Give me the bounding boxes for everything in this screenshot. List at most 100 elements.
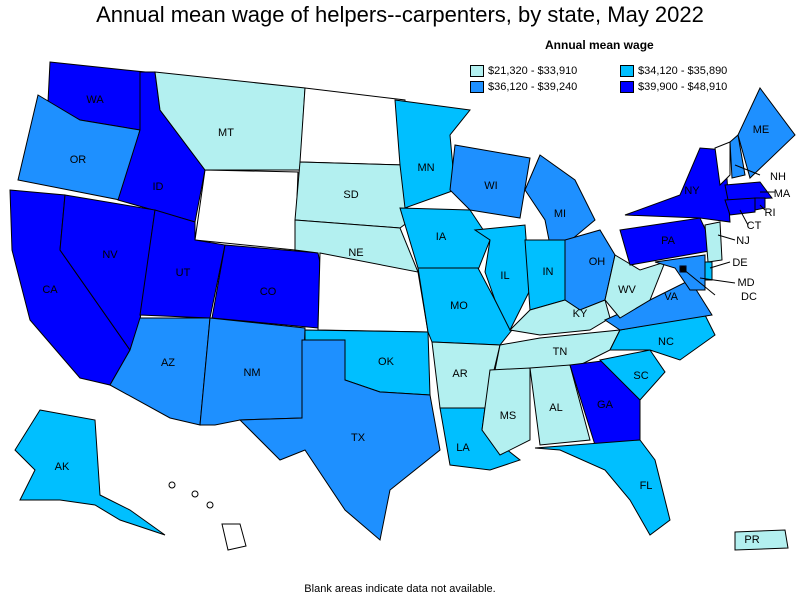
- callout-line-nj: [717, 234, 736, 241]
- state-ia: [399, 207, 491, 271]
- legend-swatch-2: [620, 65, 634, 78]
- legend-swatch-3: [470, 81, 484, 94]
- state-ny: [624, 147, 731, 223]
- legend-label-3: $36,120 - $39,240: [488, 81, 578, 93]
- callout-line-nh: [734, 164, 761, 176]
- state-vt: [714, 141, 731, 187]
- legend-swatch-4: [620, 81, 634, 94]
- state-al: [529, 364, 591, 446]
- state-label-ne: NE: [348, 247, 363, 259]
- state-label-or: OR: [70, 154, 87, 166]
- state-label-al: AL: [549, 402, 562, 414]
- callout-line-de: [709, 261, 731, 269]
- state-label-mi: MI: [554, 208, 566, 220]
- state-ct: [724, 197, 756, 216]
- state-label-tx: TX: [351, 432, 366, 444]
- state-label-nh: NH: [770, 171, 786, 183]
- state-label-me: ME: [753, 124, 770, 136]
- dc-marker: [680, 266, 686, 272]
- state-label-ct: CT: [747, 220, 762, 232]
- legend-item-1: $21,320 - $33,910: [470, 65, 578, 78]
- legend-item-2: $34,120 - $35,890: [620, 65, 728, 78]
- state-label-co: CO: [260, 286, 277, 298]
- state-sd: [294, 161, 409, 229]
- legend-label-2: $34,120 - $35,890: [638, 65, 728, 77]
- callout-lines: [680, 164, 775, 296]
- state-label-nm: NM: [243, 367, 260, 379]
- state-label-sd: SD: [343, 189, 358, 201]
- state-de: [704, 261, 713, 281]
- legend-swatch-1: [470, 65, 484, 78]
- state-label-il: IL: [500, 270, 509, 282]
- state-label-pa: PA: [661, 235, 676, 247]
- state-mt: [154, 71, 306, 171]
- state-label-md: MD: [737, 277, 754, 289]
- state-label-fl: FL: [640, 480, 653, 492]
- state-label-pr: PR: [744, 534, 759, 546]
- state-hi: [221, 523, 247, 551]
- state-me: [737, 87, 796, 179]
- state-label-ar: AR: [452, 368, 467, 380]
- callout-line-dc: [682, 268, 716, 296]
- state-label-mt: MT: [218, 127, 234, 139]
- state-label-ky: KY: [573, 308, 588, 320]
- state-ky: [508, 299, 611, 336]
- state-nj: [704, 221, 723, 263]
- state-label-la: LA: [456, 442, 470, 454]
- state-ak: [14, 409, 166, 536]
- state-ma: [724, 181, 773, 201]
- state-label-tn: TN: [553, 346, 568, 358]
- state-label-ut: UT: [176, 267, 191, 279]
- state-label-ma: MA: [774, 188, 791, 200]
- state-label-nc: NC: [658, 336, 674, 348]
- callout-line-ri: [759, 204, 766, 211]
- state-label-ia: IA: [436, 231, 447, 243]
- state-label-ri: RI: [765, 207, 776, 219]
- state-pr: [734, 529, 789, 551]
- state-label-mo: MO: [450, 300, 468, 312]
- state-ms: [481, 367, 531, 456]
- state-label-ny: NY: [684, 185, 700, 197]
- state-label-az: AZ: [161, 357, 175, 369]
- state-nd: [299, 87, 406, 166]
- legend-label-1: $21,320 - $33,910: [488, 65, 578, 77]
- state-shapes: [9, 61, 796, 551]
- state-label-nj: NJ: [736, 235, 749, 247]
- state-label-nv: NV: [102, 249, 118, 261]
- state-label-in: IN: [543, 266, 554, 278]
- state-label-wa: WA: [86, 94, 104, 106]
- state-label-id: ID: [153, 181, 164, 193]
- state-label-ga: GA: [597, 399, 614, 411]
- legend-title: Annual mean wage: [545, 38, 654, 52]
- state-label-wv: WV: [618, 284, 636, 296]
- callout-line-md: [699, 277, 736, 284]
- state-mo: [417, 267, 513, 346]
- legend-item-4: $39,900 - $48,910: [620, 81, 728, 94]
- legend-label-4: $39,900 - $48,910: [638, 81, 728, 93]
- state-label-de: DE: [732, 257, 747, 269]
- map-title: Annual mean wage of helpers--carpenters,…: [96, 2, 704, 27]
- state-wy: [194, 169, 299, 251]
- state-tx: [238, 339, 441, 541]
- legend-item-3: $36,120 - $39,240: [470, 81, 578, 94]
- state-label-dc: DC: [741, 291, 757, 303]
- state-label-sc: SC: [633, 370, 648, 382]
- hawaii-island-3: [206, 501, 214, 509]
- state-sc: [598, 349, 666, 401]
- state-il: [473, 224, 531, 332]
- state-fl: [534, 439, 671, 536]
- callout-line-ct: [739, 209, 749, 226]
- state-label-ak: AK: [55, 461, 70, 473]
- state-label-oh: OH: [589, 256, 606, 268]
- state-label-mn: MN: [417, 162, 434, 174]
- footer-note: Blank areas indicate data not available.: [304, 583, 496, 595]
- state-label-ca: CA: [42, 284, 58, 296]
- hawaii-island-2: [191, 490, 199, 498]
- state-label-va: VA: [664, 291, 679, 303]
- state-label-wi: WI: [484, 180, 497, 192]
- state-label-ok: OK: [378, 356, 395, 368]
- hawaii-island-1: [168, 481, 176, 489]
- state-mi: [524, 154, 596, 246]
- state-label-ms: MS: [500, 410, 517, 422]
